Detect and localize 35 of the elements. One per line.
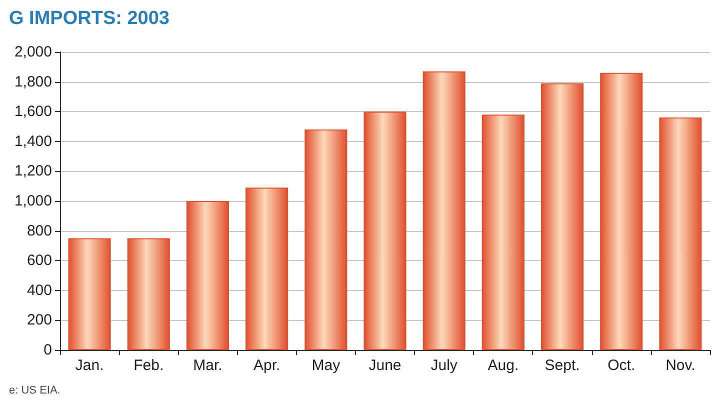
text: e: US EIA. (9, 384, 60, 396)
bar (600, 72, 643, 350)
bar (246, 188, 288, 350)
y-tick-label: 400 (26, 282, 52, 299)
y-tick-label: 1,000 (14, 192, 52, 210)
x-tick-label: May (312, 357, 341, 374)
x-tick-label: Feb. (134, 357, 164, 374)
x-tick-label: Apr. (253, 357, 280, 374)
x-tick-label: Aug. (488, 357, 519, 374)
x-tick-label: Mar. (193, 357, 222, 374)
y-tick-label: 1,400 (14, 132, 52, 150)
y-tick-label: 600 (26, 252, 52, 270)
bar (364, 112, 406, 350)
y-tick-label: 1,600 (14, 103, 52, 120)
bar (304, 129, 348, 350)
x-tick-label: July (430, 357, 458, 374)
y-tick-label: 200 (26, 312, 52, 329)
x-tick-label: Oct. (608, 357, 636, 374)
bar (659, 118, 702, 350)
y-tick-label: 1,200 (14, 162, 52, 180)
y-tick-label: 1,800 (14, 73, 52, 90)
bar (68, 238, 111, 350)
bar (422, 71, 466, 350)
chart-title: G IMPORTS: 2003 (9, 8, 170, 29)
bar (541, 83, 584, 350)
bar (127, 238, 170, 350)
bar (482, 114, 524, 350)
bar (186, 201, 229, 350)
y-tick-label: 0 (44, 342, 52, 358)
x-tick-label: Jan. (75, 357, 104, 374)
x-tick-label: Nov. (666, 357, 696, 374)
x-tick-label: Sept. (544, 357, 580, 374)
x-tick-label: June (368, 357, 402, 374)
y-tick-label: 800 (26, 222, 52, 240)
y-tick-label: 2,000 (14, 44, 52, 60)
